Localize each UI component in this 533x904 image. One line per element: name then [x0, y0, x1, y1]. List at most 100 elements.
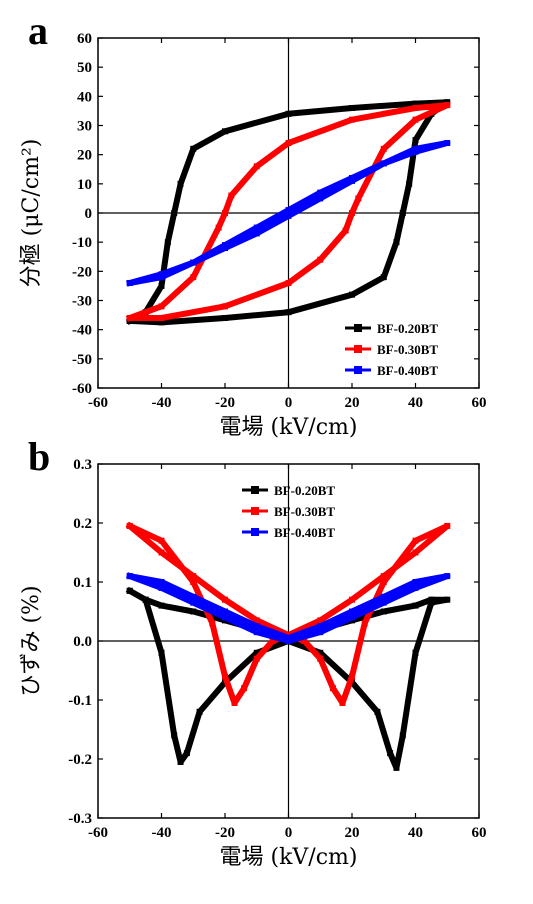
panel-b-data-point-BF-0.40BT — [412, 579, 419, 585]
panel-a-data-point-BF-0.30BT — [215, 224, 222, 231]
panel-b-legend-marker — [251, 507, 259, 515]
panel-b-data-point-BF-0.40BT — [444, 573, 451, 580]
panel-b-data-point-BF-0.30BT — [231, 699, 238, 706]
panel-a-legend-marker — [354, 366, 362, 374]
panel-b-data-point-BF-0.30BT — [412, 537, 419, 544]
panel-a-data-point-BF-0.20BT — [171, 210, 178, 216]
panel-b-data-point-BF-0.30BT — [158, 537, 165, 544]
panel-a-data-point-BF-0.30BT — [222, 210, 228, 216]
panel-a-y-tick-label: 50 — [77, 60, 92, 76]
panel-a-data-point-BF-0.20BT — [349, 105, 355, 111]
panel-b-data-point-BF-0.30BT — [380, 573, 387, 580]
panel-b-data-point-BF-0.20BT — [177, 758, 184, 765]
panel-a-data-point-BF-0.20BT — [412, 137, 419, 144]
panel-a-y-tick-label: 0 — [85, 206, 93, 222]
panel-b-y-tick-label: -0.3 — [68, 811, 92, 827]
panel-b-data-point-BF-0.30BT — [253, 617, 260, 624]
panel-a-legend-marker — [354, 324, 362, 332]
panel-b-data-point-BF-0.40BT — [253, 623, 260, 630]
panel-b-data-point-BF-0.30BT — [412, 549, 419, 556]
panel-b-data-point-BF-0.40BT — [222, 608, 228, 615]
panel-b-panel-label: b — [28, 434, 50, 479]
panel-b-x-tick-label: 0 — [285, 825, 293, 841]
panel-b-data-point-BF-0.20BT — [387, 750, 394, 757]
panel-b-data-point-BF-0.40BT — [349, 614, 355, 621]
panel-b-legend-label: BF-0.20BT — [274, 483, 335, 498]
panel-b-data-point-BF-0.40BT — [285, 635, 292, 642]
panel-b-data-point-BF-0.40BT — [380, 593, 387, 600]
panel-b-data-point-BF-0.30BT — [301, 638, 308, 644]
panel-b-data-point-BF-0.20BT — [399, 732, 406, 739]
panel-a-data-point-BF-0.30BT — [349, 210, 355, 216]
panel-a-data-point-BF-0.20BT — [285, 309, 292, 316]
panel-b-data-point-BF-0.20BT — [183, 750, 190, 757]
panel-b-legend-marker — [251, 528, 259, 536]
panel-b-data-point-BF-0.30BT — [349, 596, 355, 603]
panel-a-data-point-BF-0.40BT — [444, 140, 451, 146]
panel-b-x-tick-label: -40 — [152, 825, 172, 841]
panel-a-data-point-BF-0.30BT — [317, 256, 324, 263]
panel-a-y-tick-label: -40 — [72, 323, 92, 339]
panel-a-x-tick-label: -60 — [88, 395, 108, 411]
panel-a-y-tick-label: 40 — [77, 89, 92, 105]
panel-b-data-point-BF-0.40BT — [158, 584, 165, 591]
panel-b-data-point-BF-0.30BT — [222, 596, 228, 603]
panel-b-y-axis-label: ひずみ (%) — [19, 585, 44, 696]
panel-b-data-point-BF-0.30BT — [361, 620, 368, 627]
panel-b-data-point-BF-0.20BT — [412, 649, 419, 656]
panel-a-legend-label: BF-0.30BT — [377, 342, 438, 357]
panel-a-y-tick-label: -10 — [72, 235, 92, 251]
panel-a-x-tick-label: -20 — [215, 395, 235, 411]
panel-a-data-point-BF-0.20BT — [164, 239, 171, 246]
panel-a-x-tick-label: 20 — [345, 395, 360, 411]
panel-a-data-point-BF-0.30BT — [412, 105, 419, 111]
panel-b-y-tick-label: -0.1 — [68, 693, 92, 709]
panel-b-legend-marker — [251, 486, 259, 494]
panel-b-data-point-BF-0.20BT — [142, 596, 149, 603]
panel-a-data-point-BF-0.20BT — [406, 180, 413, 187]
panel-b-y-tick-label: -0.2 — [68, 752, 92, 768]
panel-b-data-point-BF-0.20BT — [190, 608, 197, 615]
panel-a-data-point-BF-0.40BT — [317, 189, 324, 196]
panel-b-data-point-BF-0.20BT — [317, 649, 324, 656]
panel-b-data-point-BF-0.30BT — [349, 673, 355, 680]
panel-b-data-point-BF-0.30BT — [190, 579, 197, 585]
panel-a-data-point-BF-0.30BT — [158, 315, 165, 321]
panel-a-y-tick-label: 60 — [77, 31, 92, 47]
panel-b-data-point-BF-0.30BT — [158, 549, 165, 556]
panel-b-data-point-BF-0.30BT — [209, 620, 216, 627]
panel-a-data-point-BF-0.30BT — [349, 116, 355, 123]
panel-a-y-tick-label: 20 — [77, 148, 92, 164]
panel-a-data-point-BF-0.40BT — [285, 207, 292, 214]
panel-a-data-point-BF-0.20BT — [380, 274, 387, 281]
panel-b-data-point-BF-0.30BT — [380, 579, 387, 585]
panel-a-legend-marker — [354, 345, 362, 353]
panel-b-data-point-BF-0.30BT — [222, 673, 228, 680]
panel-b-data-point-BF-0.40BT — [317, 629, 324, 636]
panel-b-legend-label: BF-0.40BT — [274, 525, 335, 540]
panel-a-y-tick-label: 10 — [77, 177, 92, 193]
panel-a-data-point-BF-0.40BT — [253, 224, 260, 231]
panel-a-x-tick-label: 40 — [408, 395, 423, 411]
panel-b-y-tick-label: 0.1 — [73, 575, 92, 591]
panel-a-data-point-BF-0.20BT — [285, 110, 292, 117]
panel-b-data-point-BF-0.20BT — [380, 608, 387, 615]
panel-a-data-point-BF-0.30BT — [444, 102, 451, 109]
panel-a-data-point-BF-0.40BT — [317, 195, 324, 202]
panel-b-data-point-BF-0.20BT — [158, 649, 165, 656]
panel-b-data-point-BF-0.20BT — [196, 708, 203, 715]
panel-a-x-axis-label: 電場 (kV/cm) — [220, 415, 358, 440]
panel-a-data-point-BF-0.30BT — [380, 145, 387, 152]
panel-a-data-point-BF-0.20BT — [222, 128, 228, 135]
panel-b-data-point-BF-0.20BT — [253, 649, 260, 656]
panel-a-data-point-BF-0.40BT — [222, 245, 228, 251]
panel-a-data-point-BF-0.40BT — [349, 177, 355, 184]
panel-b-data-point-BF-0.30BT — [269, 638, 276, 644]
panel-a-y-tick-label: -20 — [72, 264, 92, 280]
panel-a-data-point-BF-0.40BT — [412, 145, 419, 152]
panel-b-data-point-BF-0.40BT — [380, 599, 387, 606]
panel-a-data-point-BF-0.30BT — [285, 280, 292, 286]
panel-a-data-point-BF-0.30BT — [342, 227, 349, 234]
panel-a-data-point-BF-0.40BT — [126, 280, 133, 286]
panel-b-y-tick-label: 0.2 — [73, 516, 92, 532]
